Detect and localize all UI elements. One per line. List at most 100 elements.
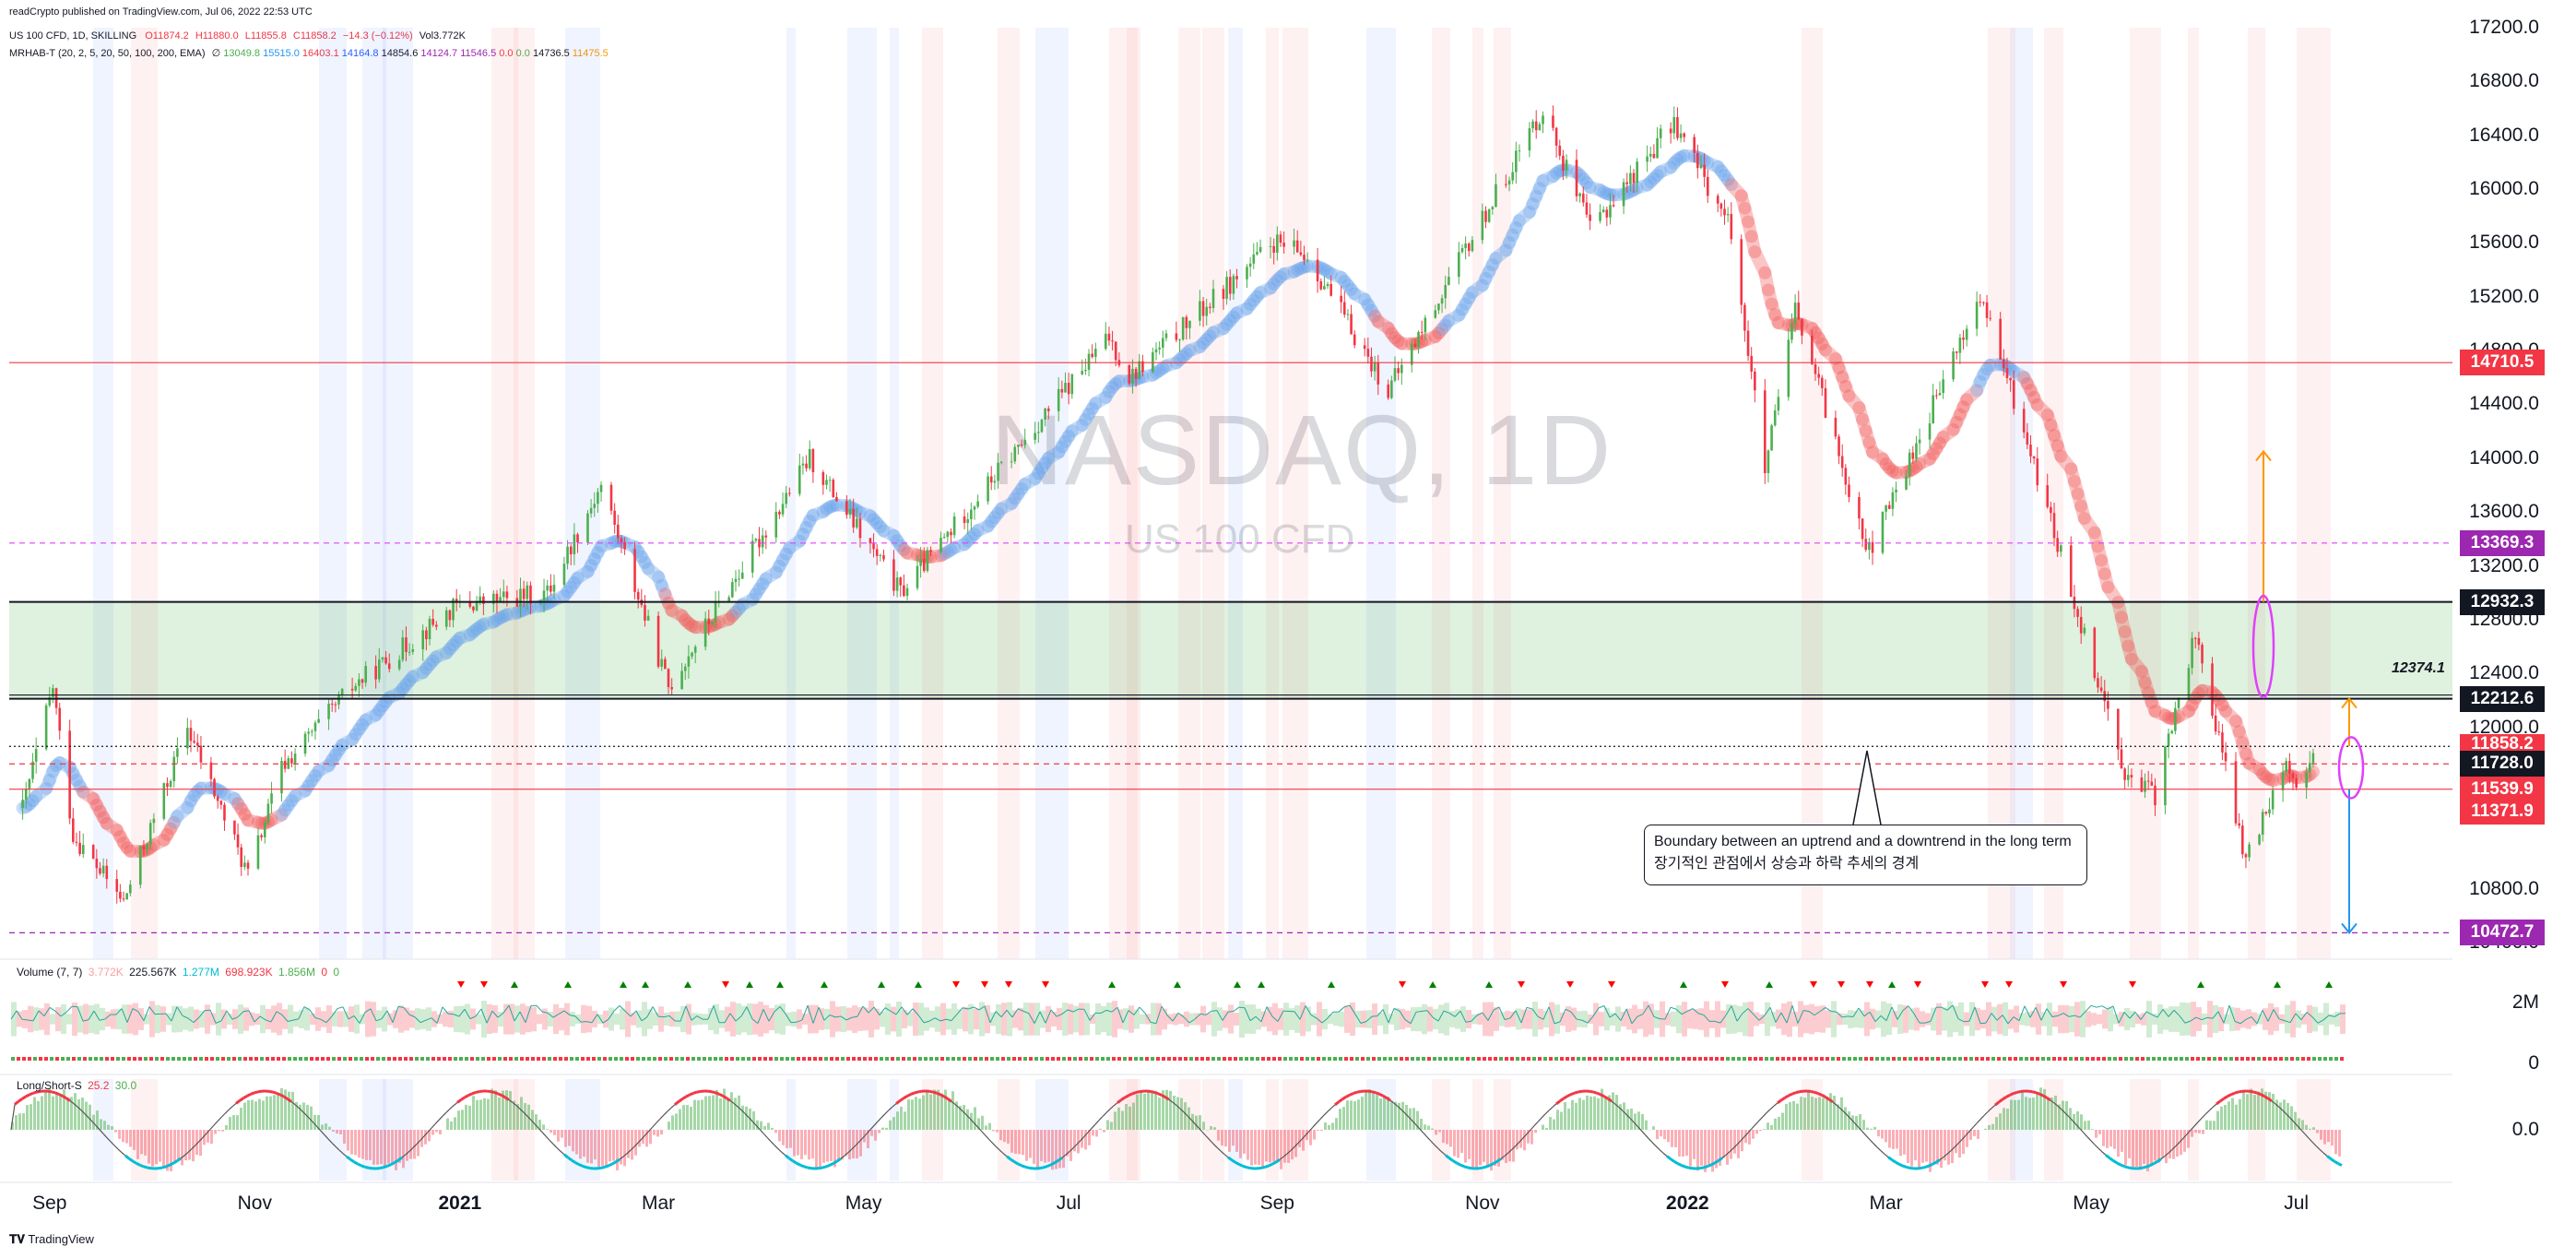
ma-band-segment: [1701, 156, 1725, 173]
ls-histogram-bar: [2246, 1094, 2249, 1130]
candle-body: [1648, 153, 1652, 157]
candle-body: [1420, 331, 1424, 333]
volume-band: [1499, 1012, 1505, 1027]
ls-histogram-bar: [2239, 1098, 2241, 1130]
indicator-legend[interactable]: MRHAB-T (20, 2, 5, 20, 50, 100, 200, EMA…: [9, 47, 609, 59]
candle-body: [691, 652, 693, 657]
volume-pane-legend[interactable]: Volume (7, 7) 3.772K 225.567K 1.277M 698…: [17, 966, 339, 979]
candle-body: [2079, 616, 2083, 634]
volume-bar: [2124, 1057, 2128, 1061]
ls-oscillator-line: [84, 1113, 89, 1119]
ls-histogram-bar: [148, 1130, 150, 1164]
volume-bar: [1947, 1057, 1951, 1061]
session-band: [1802, 28, 1823, 959]
ma-band-segment: [702, 619, 719, 634]
ls-oscillator-line: [751, 1121, 757, 1126]
ma-band-segment: [305, 769, 322, 788]
volume-bar: [1743, 1057, 1746, 1061]
volume-band: [2235, 1007, 2240, 1031]
volume-ma-line: [342, 1006, 349, 1020]
candle-body: [1232, 276, 1235, 294]
candle-body: [293, 754, 297, 764]
ls-histogram-bar: [1862, 1120, 1865, 1130]
ma-band-segment: [500, 606, 524, 622]
ls-histogram-bar: [2014, 1099, 2016, 1130]
volume-ma-line: [2129, 1012, 2136, 1019]
volume-ma-line: [88, 1010, 95, 1021]
volume-ma-line: [1421, 1010, 1428, 1012]
volume-ma-line: [1327, 1011, 1334, 1019]
ls-oscillator-line: [1729, 1147, 1734, 1153]
symbol-legend[interactable]: US 100 CFD, 1D, SKILLING O11874.2 H11880…: [9, 30, 466, 42]
candle-body: [233, 820, 236, 835]
volume-bar: [1471, 1057, 1475, 1061]
candle-body: [1693, 136, 1696, 153]
candle-body: [421, 630, 425, 650]
volume-bar: [1671, 1057, 1674, 1061]
ls-histogram-bar: [2242, 1091, 2245, 1130]
volume-bar: [857, 1057, 861, 1061]
ls-oscillator-line: [1183, 1111, 1188, 1117]
volume-bar: [1245, 1057, 1248, 1061]
ma-band-segment: [1207, 322, 1230, 339]
ls-oscillator-line: [2145, 1164, 2151, 1169]
volume-bar: [1311, 1057, 1315, 1061]
ls-histogram-bar: [1988, 1124, 1991, 1130]
ma-band-segment: [571, 564, 595, 585]
ls-histogram-bar: [1416, 1110, 1419, 1130]
volume-band: [2086, 1011, 2091, 1027]
volume-band: [149, 1001, 155, 1038]
ma-band-segment: [1711, 160, 1728, 178]
annotation-callout[interactable]: Boundary between an uptrend and a downtr…: [1644, 825, 2087, 885]
ls-histogram-bar: [1575, 1102, 1578, 1130]
ls-histogram-bar: [789, 1130, 792, 1148]
volume-bar: [1709, 1057, 1713, 1061]
ma-band-segment: [1385, 326, 1402, 345]
ls-oscillator-line: [958, 1107, 963, 1112]
candle-body: [569, 546, 573, 554]
tradingview-footer[interactable]: 𝐓𝐕 TradingView: [9, 1232, 94, 1247]
ls-histogram-bar: [406, 1130, 408, 1161]
ls-histogram-bar: [52, 1096, 54, 1130]
volume-ma-line: [165, 1013, 172, 1022]
candle-body: [750, 540, 754, 573]
ls-oscillator-line: [1994, 1100, 2000, 1107]
volume-band: [2185, 1003, 2191, 1036]
candle-body: [78, 842, 81, 854]
volume-bar: [1980, 1057, 1984, 1061]
volume-band: [1947, 1001, 1953, 1038]
candle-body: [738, 578, 740, 580]
volume-band: [271, 1005, 277, 1033]
volume-ma-line: [1614, 1013, 1622, 1021]
ls-pane-legend[interactable]: Long/Short-S 25.2 30.0: [17, 1079, 136, 1092]
ls-histogram-bar: [1217, 1130, 1220, 1141]
ls-oscillator-line: [2282, 1110, 2287, 1115]
candle-body: [1037, 432, 1040, 433]
ls-histogram-bar: [1796, 1103, 1799, 1130]
volume-bar: [2157, 1057, 2161, 1061]
ls-oscillator-line: [10, 1104, 16, 1131]
volume-ma-line: [331, 1008, 338, 1017]
volume-band: [194, 1009, 199, 1029]
volume-band: [1388, 1014, 1394, 1025]
ls-histogram-bar: [1671, 1130, 1673, 1147]
volume-ma-line: [1603, 1005, 1611, 1018]
ls-histogram-bar: [1398, 1102, 1400, 1130]
volume-band: [1062, 1003, 1068, 1036]
ls-histogram-bar: [1143, 1093, 1146, 1130]
candle-body: [1935, 395, 1938, 397]
volume-band: [343, 1011, 349, 1027]
ma-band-segment: [746, 587, 762, 606]
candle-body: [1316, 259, 1319, 281]
ma-band-segment: [164, 815, 181, 836]
candle-body: [1837, 436, 1840, 457]
ls-oscillator-line: [2050, 1099, 2055, 1104]
ls-histogram-bar: [937, 1089, 939, 1130]
ls-histogram-bar: [848, 1130, 851, 1160]
volume-band: [2168, 1006, 2174, 1032]
volume-ma-line: [928, 1017, 936, 1022]
ls-histogram-bar: [2294, 1111, 2297, 1130]
ls-oscillator-line: [1400, 1109, 1406, 1114]
ls-oscillator-line: [180, 1155, 185, 1159]
